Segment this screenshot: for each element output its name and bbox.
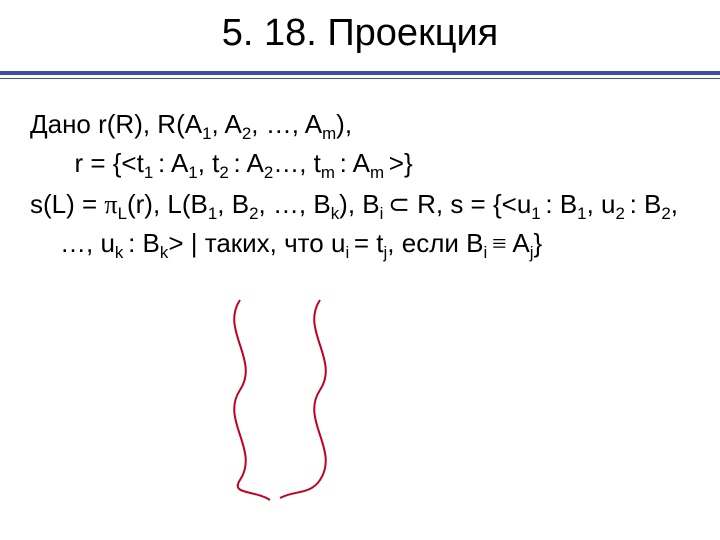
pi-symbol: π xyxy=(104,190,117,219)
text: , если B xyxy=(387,228,483,258)
slide-title: 5. 18. Проекция xyxy=(0,12,720,55)
text: ), B xyxy=(339,189,379,219)
text: r = {<t xyxy=(74,148,143,178)
text: : B xyxy=(545,189,577,219)
text: , A xyxy=(212,109,242,139)
text: : A xyxy=(340,148,370,178)
sub: 1 xyxy=(144,163,158,182)
text: >} xyxy=(389,148,413,178)
sub: L xyxy=(118,204,127,223)
text: (r), L(B xyxy=(127,189,208,219)
text: , u xyxy=(587,189,616,219)
wiggle-decoration xyxy=(170,290,430,510)
sub: 1 xyxy=(202,124,211,143)
sub: i xyxy=(380,204,388,223)
wiggle-path-1 xyxy=(234,300,270,500)
text: s(L) = xyxy=(30,189,104,219)
sub: m xyxy=(321,163,340,182)
text: …, t xyxy=(273,148,321,178)
slide: 5. 18. Проекция Дано r(R), R(A1, A2, …, … xyxy=(0,0,720,540)
sub: 2 xyxy=(616,204,630,223)
subset-symbol: ⊂ xyxy=(388,190,410,219)
sub: 1 xyxy=(208,204,217,223)
text: : A xyxy=(158,148,188,178)
sub: i xyxy=(483,243,491,262)
sub: 1 xyxy=(531,204,545,223)
equiv-symbol: ≡ xyxy=(492,229,507,258)
text: : B xyxy=(128,228,160,258)
title-underline xyxy=(0,71,720,79)
text: ), xyxy=(336,109,352,139)
text: Дано r(R), R(A xyxy=(30,109,202,139)
definition-line-2: s(L) = πL(r), L(B1, B2, …, Bk), Bi ⊂ R, … xyxy=(30,187,690,265)
sub: 2 xyxy=(264,163,273,182)
sub: k xyxy=(331,204,339,223)
text: , …, A xyxy=(251,109,322,139)
sub: 2 xyxy=(242,124,251,143)
text: R, s = {<u xyxy=(410,189,531,219)
text: : B xyxy=(630,189,662,219)
sub: m xyxy=(370,163,389,182)
sub: 2 xyxy=(661,204,670,223)
sub: 2 xyxy=(219,163,233,182)
underline-thick xyxy=(0,71,720,75)
text: , …, B xyxy=(258,189,330,219)
sub: 1 xyxy=(577,204,586,223)
text: = t xyxy=(354,228,384,258)
text: : A xyxy=(233,148,263,178)
sub: m xyxy=(322,124,336,143)
text: > | таких, что u xyxy=(168,228,345,258)
title-area: 5. 18. Проекция xyxy=(0,0,720,61)
wiggle-path-2 xyxy=(280,300,326,498)
text: , B xyxy=(217,189,249,219)
text: , t xyxy=(198,148,220,178)
sub: k xyxy=(115,243,128,262)
content-body: Дано r(R), R(A1, A2, …, Am), r = {<t1 : … xyxy=(0,79,720,265)
sub: 1 xyxy=(188,163,197,182)
text: } xyxy=(534,228,543,258)
definition-line-1: Дано r(R), R(A1, A2, …, Am), r = {<t1 : … xyxy=(30,107,690,185)
text: A xyxy=(507,228,530,258)
sub: i xyxy=(345,243,353,262)
